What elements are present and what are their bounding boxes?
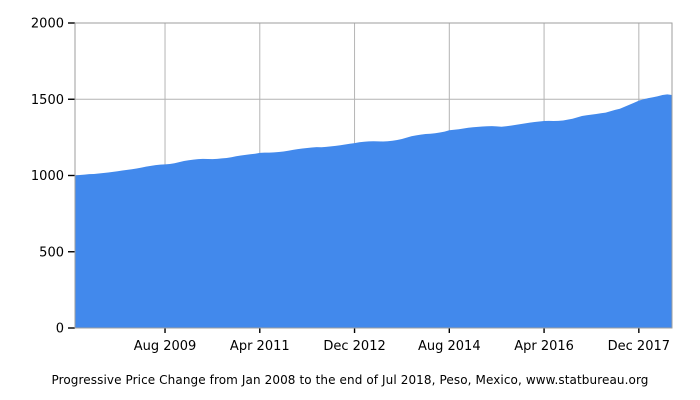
y-tick-label: 0 [56, 322, 64, 337]
y-tick-label: 500 [39, 245, 64, 260]
plot-border [74, 22, 673, 329]
x-tick-label: Dec 2017 [608, 339, 670, 354]
x-tick-label: Aug 2014 [418, 339, 481, 354]
y-tick-label: 1500 [31, 93, 64, 108]
chart-caption: Progressive Price Change from Jan 2008 t… [51, 373, 649, 387]
x-tick-label: Aug 2009 [134, 339, 197, 354]
y-tick-label: 2000 [31, 17, 64, 32]
y-tick-label: 1000 [31, 169, 64, 184]
price-area-series [75, 94, 672, 329]
x-tick-label: Apr 2011 [230, 339, 290, 354]
x-tick-label: Apr 2016 [514, 339, 574, 354]
x-tick-label: Dec 2012 [323, 339, 385, 354]
